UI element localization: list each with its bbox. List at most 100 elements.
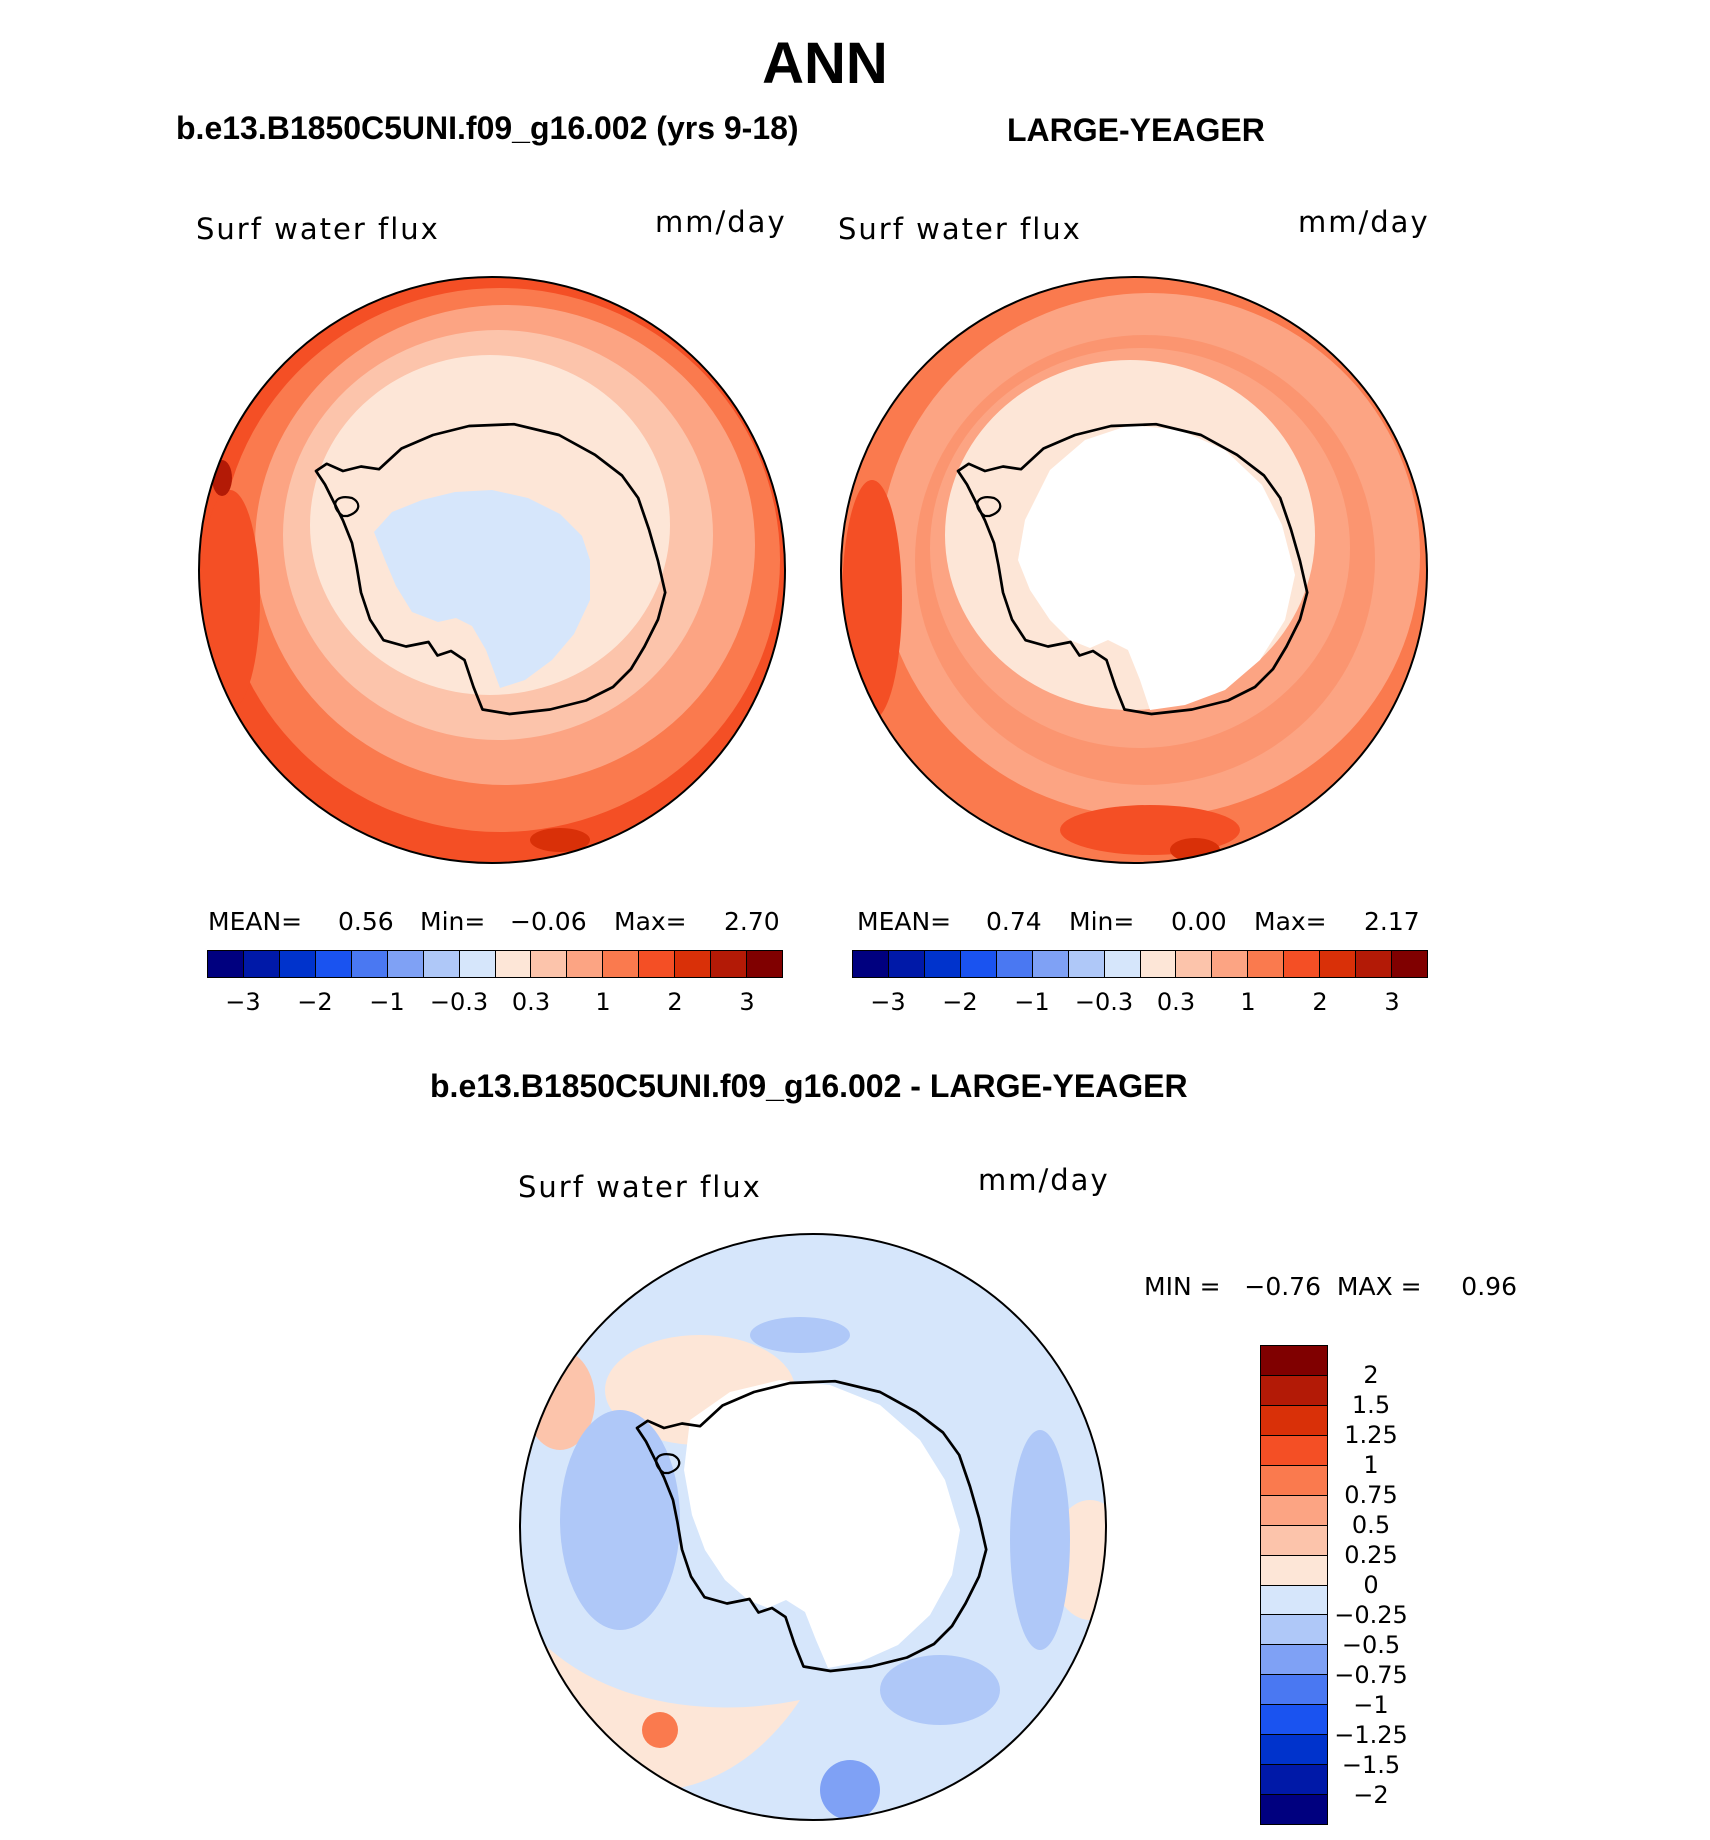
colorbar-tick-label: 3 (1384, 988, 1400, 1016)
colorbar-swatch (1261, 1795, 1327, 1824)
colorbar-swatch (1356, 951, 1393, 977)
colorbar-swatch (747, 951, 782, 977)
colorbar-tick-label: 0.75 (1344, 1481, 1398, 1509)
colorbar-tick-label: −0.3 (429, 988, 489, 1016)
panel2-units-label: mm/day (1298, 205, 1430, 239)
colorbar-swatch (1261, 1465, 1327, 1496)
panel2-min-value: 0.00 (1171, 907, 1227, 936)
colorbar-tick-label: −0.5 (1341, 1631, 1401, 1659)
colorbar-tick-label: 0 (1363, 1571, 1379, 1599)
colorbar-tick-label: 0.25 (1344, 1541, 1398, 1569)
colorbar-tick-label: −2 (942, 988, 978, 1016)
colorbar-swatch (1068, 951, 1105, 977)
colorbar-tick-label: −1.25 (1334, 1721, 1408, 1749)
colorbar-swatch (996, 951, 1033, 977)
colorbar-swatch (1261, 1525, 1327, 1556)
colorbar-swatch (1176, 951, 1213, 977)
colorbar-swatch (924, 951, 961, 977)
colorbar-swatch (1261, 1435, 1327, 1466)
colorbar-tick-label: 1 (1363, 1451, 1379, 1479)
colorbar-swatch (853, 951, 889, 977)
panel2-mean-value: 0.74 (986, 907, 1042, 936)
panel1-min-label: Min= (420, 907, 486, 936)
panel1-mean-value: 0.56 (338, 907, 394, 936)
panel2-max-value: 2.17 (1364, 907, 1420, 936)
colorbar-swatch (1261, 1645, 1327, 1676)
colorbar-swatch (495, 951, 532, 977)
diff-minmax: MIN = −0.76 MAX = 0.96 (1144, 1272, 1517, 1301)
colorbar-tick-label: −1 (369, 988, 405, 1016)
panel1-units-label: mm/day (655, 205, 787, 239)
colorbar-swatch (1261, 1615, 1327, 1646)
colorbar-swatch (603, 951, 640, 977)
colorbar-swatch (1261, 1555, 1327, 1586)
colorbar-swatch (1032, 951, 1069, 977)
colorbar-tick-label: −0.25 (1334, 1601, 1408, 1629)
colorbar-swatch (351, 951, 388, 977)
colorbar-swatch (1261, 1765, 1327, 1796)
colorbar-swatch (711, 951, 748, 977)
colorbar-tick-label: 1.25 (1344, 1421, 1398, 1449)
colorbar-swatch (1261, 1585, 1327, 1616)
colorbar-tick-label: −1 (1353, 1691, 1389, 1719)
colorbar-swatch (1104, 951, 1141, 977)
main-title: ANN (762, 31, 888, 96)
colorbar-swatch (243, 951, 280, 977)
colorbar-swatch (387, 951, 424, 977)
panel1-subtitle: b.e13.B1850C5UNI.f09_g16.002 (yrs 9-18) (176, 110, 799, 146)
colorbar-tick-label: 2 (667, 988, 683, 1016)
colorbar-tick-label: 0.3 (1156, 988, 1196, 1016)
panel2-subtitle: LARGE-YEAGER (1007, 112, 1265, 148)
colorbar-swatch (1261, 1346, 1327, 1376)
colorbar-tick-label: 0.3 (511, 988, 551, 1016)
diff-units-label: mm/day (978, 1163, 1110, 1197)
colorbar-swatch (1261, 1735, 1327, 1766)
panel1-mean-label: MEAN= (208, 907, 303, 936)
panel2-mean-label: MEAN= (857, 907, 952, 936)
panel2-max-label: Max= (1254, 907, 1327, 936)
diff-variable-label: Surf water flux (518, 1170, 762, 1204)
colorbar-tick-label: −2 (297, 988, 333, 1016)
panel1-colorbar (207, 950, 783, 978)
colorbar-swatch (1248, 951, 1285, 977)
colorbar-swatch (1261, 1705, 1327, 1736)
colorbar-swatch (1261, 1675, 1327, 1706)
colorbar-swatch (960, 951, 997, 977)
colorbar-tick-label: 1 (1240, 988, 1256, 1016)
colorbar-swatch (1261, 1405, 1327, 1436)
colorbar-tick-label: 1 (595, 988, 611, 1016)
colorbar-tick-label: −3 (225, 988, 261, 1016)
panel1-variable-label: Surf water flux (196, 212, 440, 246)
diff-map (520, 1234, 1106, 1820)
colorbar-tick-label: −0.3 (1074, 988, 1134, 1016)
colorbar-swatch (639, 951, 676, 977)
panel1-min-value: −0.06 (510, 907, 587, 936)
diff-colorbar (1260, 1345, 1328, 1825)
colorbar-swatch (459, 951, 496, 977)
panel1-map (199, 277, 785, 863)
colorbar-swatch (1212, 951, 1249, 977)
colorbar-swatch (315, 951, 352, 977)
colorbar-tick-label: −1.5 (1341, 1751, 1401, 1779)
colorbar-swatch (1284, 951, 1321, 977)
colorbar-swatch (1392, 951, 1427, 977)
colorbar-swatch (531, 951, 568, 977)
colorbar-swatch (423, 951, 460, 977)
panel2-variable-label: Surf water flux (838, 212, 1082, 246)
colorbar-tick-label: −3 (870, 988, 906, 1016)
colorbar-tick-label: 0.5 (1351, 1511, 1391, 1539)
colorbar-tick-label: 3 (739, 988, 755, 1016)
colorbar-tick-label: −1 (1014, 988, 1050, 1016)
colorbar-swatch (1140, 951, 1177, 977)
panel1-max-label: Max= (614, 907, 687, 936)
colorbar-swatch (1320, 951, 1357, 977)
colorbar-swatch (208, 951, 244, 977)
panel2-map (841, 277, 1427, 863)
colorbar-tick-label: −2 (1353, 1781, 1389, 1809)
panel1-max-value: 2.70 (724, 907, 780, 936)
colorbar-swatch (279, 951, 316, 977)
colorbar-tick-label: 1.5 (1351, 1391, 1391, 1419)
colorbar-tick-label: −0.75 (1334, 1661, 1408, 1689)
panel2-colorbar (852, 950, 1428, 978)
